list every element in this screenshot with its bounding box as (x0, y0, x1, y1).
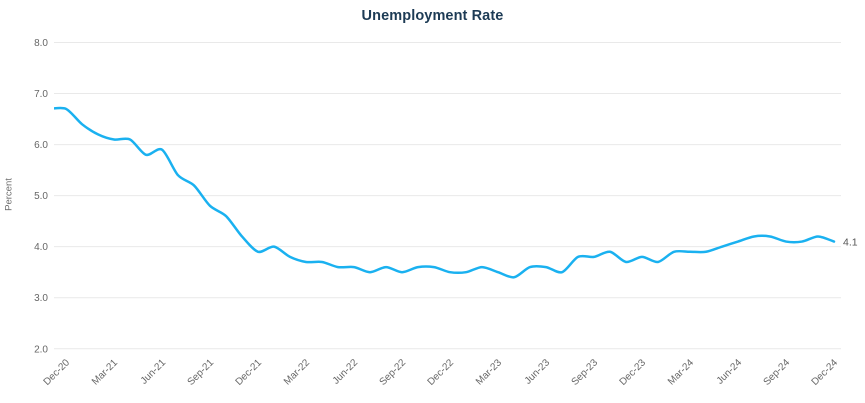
x-tick-label: Dec-22 (426, 357, 457, 388)
x-tick-label: Dec-23 (618, 357, 649, 388)
x-tick-label: Dec-21 (234, 357, 265, 388)
x-tick-label: Jun-22 (331, 357, 361, 387)
y-tick-label: 4.0 (34, 242, 48, 253)
y-tick-label: 3.0 (34, 293, 48, 304)
x-tick-label: Jun-21 (139, 357, 169, 387)
y-tick-label: 6.0 (34, 140, 48, 151)
y-tick-label: 8.0 (34, 38, 48, 49)
x-tick-label: Mar-24 (666, 357, 696, 387)
x-tick-label: Dec-20 (42, 357, 73, 388)
x-tick-label: Sep-23 (570, 357, 601, 388)
chart-title: Unemployment Rate (361, 8, 504, 24)
x-tick-label: Sep-22 (378, 357, 409, 388)
unemployment-rate-series-line (54, 106, 836, 279)
x-tick-label: Sep-24 (762, 357, 793, 388)
x-tick-label: Sep-21 (186, 357, 217, 388)
series-end-value-label: 4.1 (843, 237, 858, 249)
x-tick-label: Jun-23 (523, 357, 553, 387)
y-tick-label: 5.0 (34, 191, 48, 202)
x-tick-label: Dec-24 (810, 357, 841, 388)
y-tick-label: 2.0 (34, 344, 48, 355)
x-tick-label: Mar-21 (90, 357, 120, 387)
x-tick-label: Mar-23 (474, 357, 504, 387)
x-tick-label: Jun-24 (715, 357, 745, 387)
x-tick-label: Mar-22 (282, 357, 312, 387)
y-tick-label: 7.0 (34, 89, 48, 100)
